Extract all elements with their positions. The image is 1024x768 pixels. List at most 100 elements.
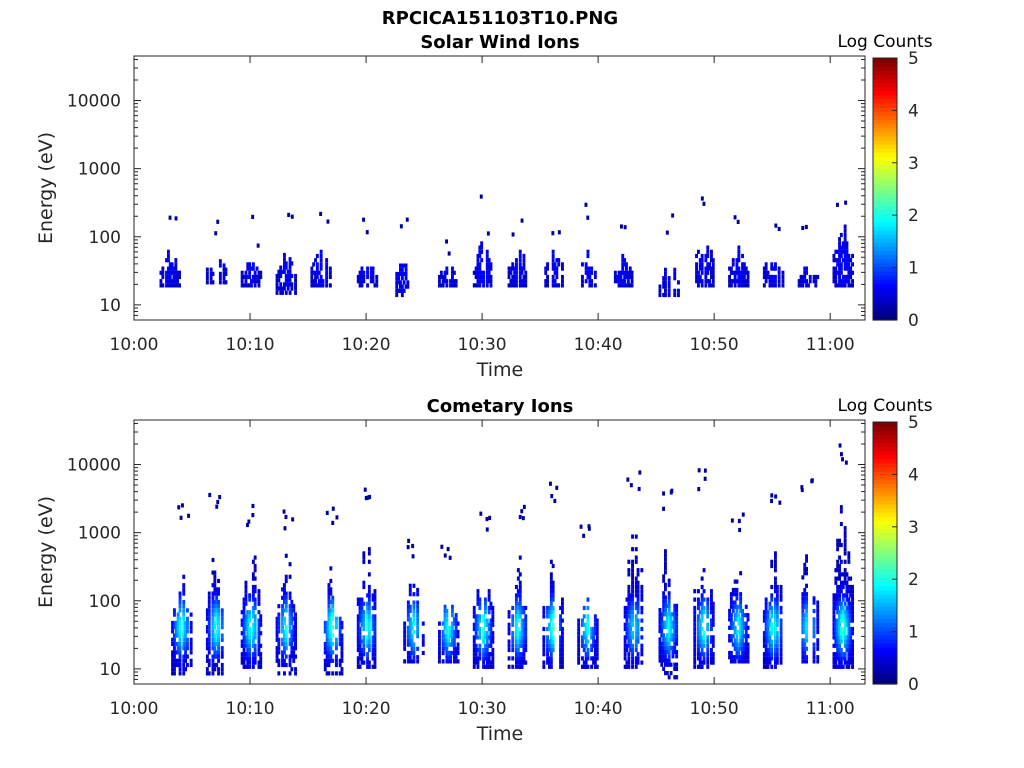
- heatmap-cell: [284, 646, 288, 651]
- heatmap-cell: [836, 639, 840, 644]
- heatmap-cell: [474, 626, 478, 632]
- heatmap-cell: [698, 618, 702, 623]
- heatmap-cell: [728, 650, 731, 656]
- heatmap-cell: [742, 270, 746, 275]
- heatmap-cell: [843, 639, 847, 644]
- heatmap-cell: [222, 280, 226, 285]
- heatmap-cell: [766, 626, 770, 632]
- heatmap-cell: [770, 622, 774, 627]
- heatmap-cell: [710, 253, 713, 259]
- heatmap-cell: [474, 656, 478, 661]
- heatmap-cell: [625, 610, 629, 615]
- heatmap-cell: [746, 283, 750, 288]
- heatmap-cell: [253, 652, 257, 657]
- heatmap-cell: [472, 660, 476, 665]
- heatmap-cell: [621, 258, 625, 263]
- heatmap-cell: [768, 656, 772, 661]
- heatmap-cell: [283, 608, 286, 613]
- heatmap-cell: [482, 652, 485, 657]
- heatmap-cell: [323, 658, 327, 663]
- heatmap-cell: [275, 286, 279, 291]
- heatmap-cell: [582, 631, 586, 636]
- heatmap-cell: [358, 601, 362, 606]
- heatmap-cell: [412, 617, 416, 622]
- heatmap-cell: [774, 568, 777, 573]
- heatmap-cell: [360, 597, 364, 602]
- heatmap-cell: [697, 618, 700, 623]
- heatmap-cell: [774, 555, 777, 560]
- heatmap-cell: [215, 637, 219, 642]
- heatmap-cell: [489, 622, 493, 627]
- heatmap-cell: [288, 620, 292, 626]
- heatmap-cell: [251, 664, 255, 669]
- heatmap-cell: [592, 660, 595, 665]
- heatmap-cell: [621, 283, 625, 288]
- heatmap-cell: [356, 631, 360, 636]
- heatmap-cell: [832, 601, 836, 606]
- heatmap-cell: [631, 605, 634, 611]
- heatmap-cell: [671, 654, 675, 659]
- heatmap-cell: [491, 656, 495, 661]
- heatmap-cell: [515, 597, 518, 602]
- heatmap-cell: [623, 225, 627, 230]
- heatmap-cell: [551, 584, 555, 590]
- heatmap-cell: [476, 283, 480, 288]
- heatmap-cell: [801, 613, 805, 618]
- heatmap-cell: [218, 259, 222, 264]
- heatmap-cell: [677, 288, 680, 293]
- heatmap-cell: [406, 659, 410, 664]
- heatmap-cell: [779, 626, 783, 632]
- colorbar-segment: [873, 602, 897, 607]
- heatmap-cell: [673, 629, 677, 634]
- heatmap-cell: [329, 616, 333, 621]
- heatmap-cell: [843, 551, 847, 556]
- heatmap-cell: [520, 643, 524, 648]
- heatmap-cell: [520, 279, 524, 284]
- heatmap-cell: [805, 625, 808, 630]
- heatmap-cell: [173, 654, 176, 659]
- heatmap-cell: [327, 646, 331, 651]
- heatmap-cell: [275, 637, 279, 642]
- heatmap-cell: [664, 624, 667, 629]
- heatmap-cell: [838, 253, 841, 259]
- heatmap-cell: [522, 253, 526, 259]
- heatmap-cell: [671, 213, 675, 218]
- heatmap-cell: [400, 292, 404, 298]
- heatmap-cell: [522, 274, 526, 280]
- heatmap-cell: [173, 612, 176, 617]
- colorbar-frame: [872, 57, 898, 321]
- heatmap-cell: [741, 629, 744, 635]
- heatmap-cell: [290, 620, 294, 626]
- heatmap-cell: [764, 266, 768, 271]
- heatmap-cell: [207, 608, 211, 613]
- heatmap-cell: [518, 580, 522, 585]
- heatmap-cell: [360, 622, 364, 627]
- heatmap-cell: [251, 622, 255, 627]
- heatmap-cell: [839, 509, 843, 514]
- heatmap-burst: [438, 239, 458, 288]
- heatmap-cell: [735, 266, 739, 271]
- heatmap-cell: [836, 664, 840, 669]
- heatmap-cell: [472, 622, 476, 627]
- heatmap-cell: [838, 270, 841, 275]
- y-tick-label: 10: [99, 296, 121, 316]
- x-tick-label: 10:50: [690, 699, 739, 719]
- heatmap-cell: [358, 283, 362, 288]
- cometary-title: Cometary Ions: [427, 396, 574, 417]
- heatmap-cell: [711, 283, 715, 288]
- heatmap-cell: [667, 612, 671, 617]
- heatmap-cell: [487, 626, 491, 632]
- heatmap-cell: [277, 620, 281, 626]
- heatmap-cell: [559, 635, 562, 640]
- heatmap-cell: [584, 262, 588, 267]
- heatmap-cell: [451, 274, 454, 280]
- heatmap-cell: [362, 610, 366, 615]
- heatmap-cell: [518, 631, 522, 636]
- heatmap-cell: [812, 646, 816, 651]
- heatmap-cell: [522, 639, 526, 644]
- heatmap-cell: [211, 595, 215, 600]
- heatmap-cell: [366, 635, 369, 640]
- heatmap-cell: [766, 660, 770, 665]
- heatmap-cell: [559, 656, 562, 661]
